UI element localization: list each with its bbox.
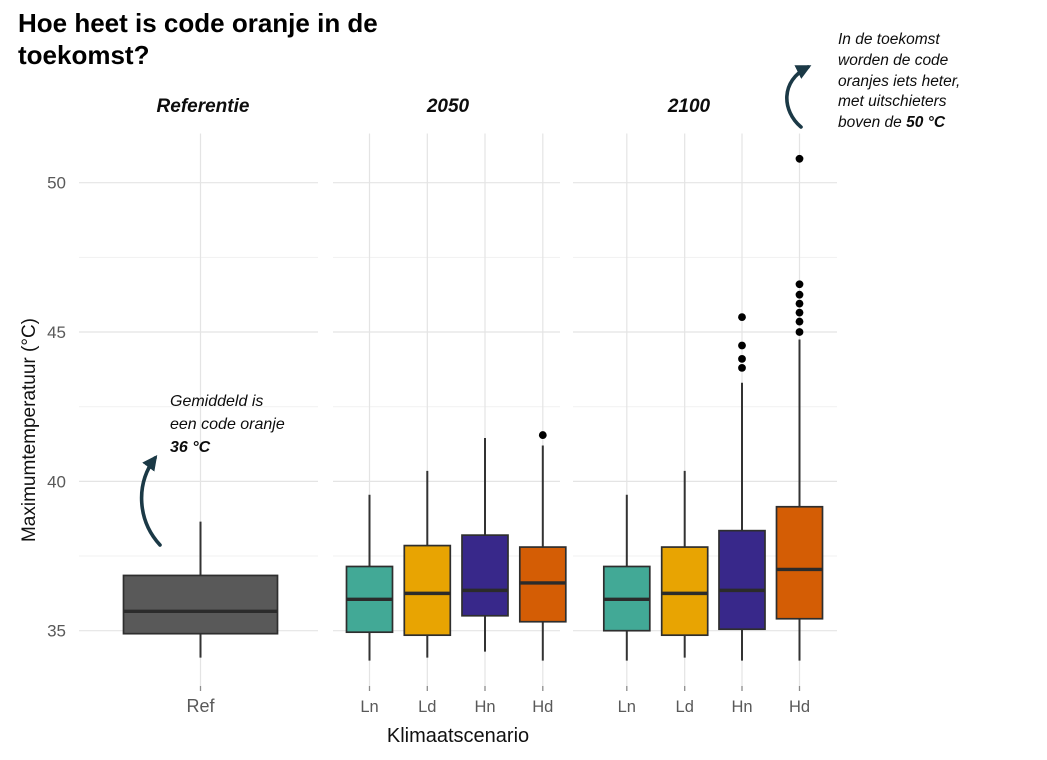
outlier-point <box>795 308 804 317</box>
annotation-arrow-right <box>785 65 812 129</box>
outlier-point <box>738 355 746 363</box>
x-axis-title: Klimaatscenario <box>386 725 530 747</box>
x-tick-label: Ld <box>676 698 694 716</box>
boxplot-2050-Ln <box>345 494 394 661</box>
x-tick-label: Hn <box>731 698 752 716</box>
x-tick-label: Hn <box>474 698 495 716</box>
outlier-point <box>538 431 547 439</box>
y-tick-label: 40 <box>47 472 66 491</box>
boxplot-Referentie-Ref <box>122 521 279 658</box>
chart-title: Hoe heet is code oranje in de toekomst? <box>18 8 378 70</box>
x-tick-label: Hd <box>532 698 553 716</box>
boxplot-2050-Hn <box>461 438 509 652</box>
outlier-point <box>795 290 804 299</box>
facet-label-2100: 2100 <box>667 96 711 117</box>
outlier-point <box>795 280 804 289</box>
box <box>461 534 509 617</box>
annotation-mean-orange-text: Gemiddeld is een code oranje <box>170 393 285 434</box>
x-tick-label: Ref <box>186 696 215 716</box>
boxplot-2100-Hn <box>718 313 766 661</box>
y-tick-label: 45 <box>47 323 66 342</box>
box <box>403 544 452 637</box>
annotation-mean-orange-value: 36 °C <box>170 439 211 457</box>
annotation-arrow-left <box>139 454 162 547</box>
outlier-point <box>738 313 746 321</box>
x-tick-label: Ln <box>360 698 378 716</box>
x-tick-label: Hd <box>789 698 810 716</box>
outlier-point <box>795 154 804 163</box>
boxplot-2050-Ld <box>403 470 452 658</box>
annotation-mean-orange: Gemiddeld is een code oranje 36 °C <box>170 390 286 460</box>
annotation-future-hotter: In de toekomst worden de code oranjes ie… <box>838 30 988 134</box>
outlier-point <box>738 363 746 372</box>
box <box>775 505 824 620</box>
annotation-future-hotter-text: In de toekomst worden de code oranjes ie… <box>838 31 961 132</box>
outlier-point <box>795 328 804 336</box>
facet-label-2050: 2050 <box>426 96 470 117</box>
box <box>718 529 766 631</box>
x-tick-label: Ln <box>618 698 636 716</box>
outlier-point <box>795 317 804 326</box>
boxplot-2100-Hd <box>775 154 824 661</box>
outlier-point <box>795 299 804 308</box>
y-tick-label: 50 <box>47 174 66 193</box>
x-tick-label: Ld <box>418 698 436 716</box>
y-tick-label: 35 <box>47 622 66 641</box>
boxplot-2100-Ld <box>660 470 709 658</box>
boxplot-2050-Hd <box>518 431 567 661</box>
box <box>122 574 279 635</box>
boxplot-2100-Ln <box>602 494 651 661</box>
annotation-future-hotter-value: 50 °C <box>906 114 946 132</box>
outlier-point <box>738 341 746 350</box>
box <box>660 546 709 637</box>
facet-label-referentie: Referentie <box>156 96 250 117</box>
